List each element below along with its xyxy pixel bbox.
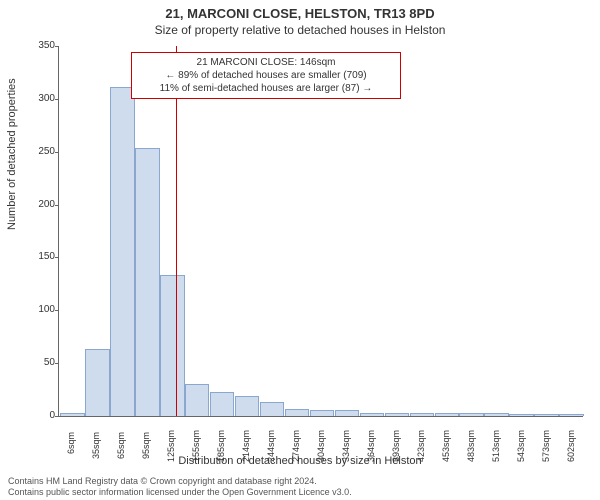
bar xyxy=(85,349,109,416)
bar xyxy=(135,148,159,416)
y-tick: 50 xyxy=(23,357,55,368)
bar xyxy=(435,413,459,416)
y-tick: 350 xyxy=(23,40,55,51)
bar xyxy=(210,392,234,416)
bar xyxy=(60,413,84,416)
bar xyxy=(160,275,184,416)
annotation-box: 21 MARCONI CLOSE: 146sqm← 89% of detache… xyxy=(131,52,401,99)
annotation-line: 11% of semi-detached houses are larger (… xyxy=(138,82,394,95)
y-tick: 200 xyxy=(23,199,55,210)
annotation-line: 21 MARCONI CLOSE: 146sqm xyxy=(138,56,394,69)
annotation-line: ← 89% of detached houses are smaller (70… xyxy=(138,69,394,82)
bar xyxy=(509,414,533,416)
reference-line xyxy=(176,46,177,416)
footer-line-2: Contains public sector information licen… xyxy=(8,487,352,498)
y-tick: 0 xyxy=(23,410,55,421)
chart-area: 0501001502002503003506sqm35sqm65sqm95sqm… xyxy=(58,46,582,416)
bar xyxy=(360,413,384,416)
bar xyxy=(235,396,259,416)
bar xyxy=(385,413,409,416)
bar xyxy=(260,402,284,416)
bar xyxy=(185,384,209,416)
bar xyxy=(534,414,558,416)
y-axis-label: Number of detached properties xyxy=(6,78,18,230)
bar xyxy=(110,87,134,416)
bar xyxy=(285,409,309,416)
bar xyxy=(459,413,483,416)
y-tick: 250 xyxy=(23,146,55,157)
footer: Contains HM Land Registry data © Crown c… xyxy=(8,476,352,498)
x-axis-label: Distribution of detached houses by size … xyxy=(0,455,600,467)
title-sub: Size of property relative to detached ho… xyxy=(0,21,600,41)
bar xyxy=(410,413,434,416)
y-tick: 150 xyxy=(23,251,55,262)
title-main: 21, MARCONI CLOSE, HELSTON, TR13 8PD xyxy=(0,0,600,21)
bar xyxy=(484,413,508,416)
bar xyxy=(559,414,583,416)
footer-line-1: Contains HM Land Registry data © Crown c… xyxy=(8,476,352,487)
y-tick: 300 xyxy=(23,93,55,104)
bar xyxy=(310,410,334,416)
plot: 0501001502002503003506sqm35sqm65sqm95sqm… xyxy=(58,46,583,417)
bar xyxy=(335,410,359,416)
y-tick: 100 xyxy=(23,304,55,315)
